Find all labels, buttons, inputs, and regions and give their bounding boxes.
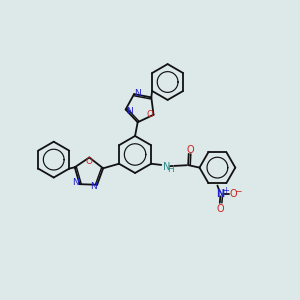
Text: N: N: [135, 89, 141, 98]
Text: O: O: [229, 189, 237, 199]
Text: O: O: [86, 157, 93, 166]
Text: N: N: [216, 189, 224, 199]
Text: H: H: [167, 165, 174, 174]
Text: N: N: [72, 178, 79, 187]
Text: −: −: [234, 186, 242, 195]
Text: N: N: [90, 182, 97, 191]
Text: O: O: [146, 110, 153, 119]
Text: N: N: [126, 107, 133, 116]
Text: O: O: [217, 204, 224, 214]
Text: O: O: [186, 145, 194, 155]
Text: +: +: [222, 186, 229, 195]
Text: N: N: [163, 162, 170, 172]
